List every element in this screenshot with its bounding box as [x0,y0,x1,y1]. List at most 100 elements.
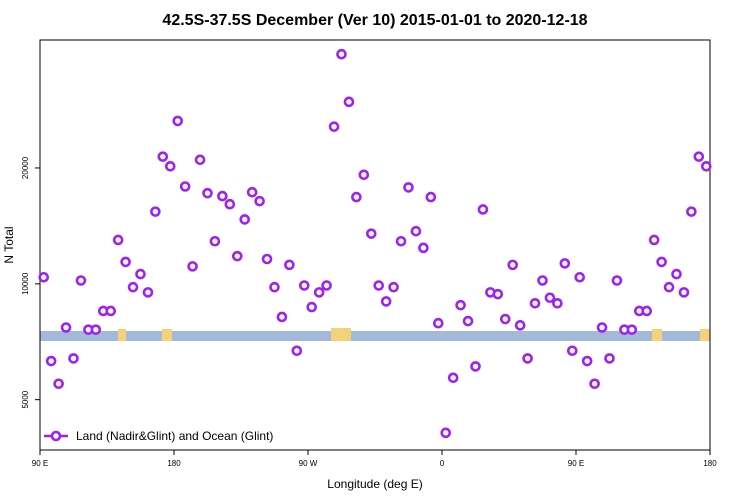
land-speck [331,328,351,341]
point [425,191,437,203]
point [105,305,117,317]
point [440,427,452,439]
point [596,322,608,333]
point [38,271,50,283]
point [120,256,131,268]
y-axis-label: N Total [2,226,16,263]
point [648,234,660,246]
x-tick-label: 0 [440,459,445,468]
point [239,214,251,225]
point [663,281,675,293]
point [700,160,712,172]
point [693,151,705,162]
point [373,280,385,291]
x-tick-label: 180 [167,459,181,468]
point [291,345,303,357]
point [336,48,347,60]
x-axis-label: Longitude (deg E) [327,477,422,491]
point [112,234,124,246]
point [447,372,459,384]
point [470,361,481,372]
point [269,281,280,293]
point [418,242,429,254]
point [559,258,571,269]
point [135,268,146,280]
point [380,296,392,307]
land-speck [118,329,126,341]
point [284,259,295,271]
point [276,311,288,323]
point [403,182,414,193]
point [224,198,236,210]
point [187,261,198,272]
point [537,275,548,286]
point [462,315,474,327]
point [678,287,690,298]
point [641,305,653,317]
point [150,206,161,217]
point [202,187,213,199]
point [45,355,57,367]
point [492,288,504,300]
point [499,313,511,325]
y-tick-label: 10000 [21,272,30,295]
point [626,324,638,335]
point [514,320,526,331]
y-tick-label: 20000 [21,156,30,179]
ocean-band [40,331,710,341]
point [522,353,533,364]
point [552,297,563,309]
point [656,256,667,268]
point [53,378,64,390]
point [60,322,72,333]
point [261,253,273,265]
point [455,299,466,311]
point [254,195,265,207]
point [209,235,221,247]
y-tick-label: 5000 [21,390,30,408]
point [358,169,370,181]
point [574,271,586,283]
point [529,297,541,309]
point [604,353,615,364]
point [410,225,422,237]
point [589,378,600,390]
point [351,191,362,203]
point [321,280,332,291]
land-speck [652,329,662,341]
point [388,281,399,293]
point [90,324,102,335]
point [313,287,325,298]
point [298,280,310,291]
x-tick-label: 180 [703,459,717,468]
point [246,186,258,198]
x-tick-label: 90 W [299,459,318,468]
land-speck [700,329,710,341]
point [432,317,444,329]
chart-title: 42.5S-37.5S December (Ver 10) 2015-01-01… [162,12,587,29]
x-tick-label: 90 E [32,459,48,468]
point [343,96,355,108]
point [671,268,682,280]
point [157,151,169,162]
point [127,281,139,293]
point [395,235,407,247]
point [328,121,340,132]
point [164,160,176,172]
legend-label: Land (Nadir&Glint) and Ocean (Glint) [76,429,273,443]
point [231,250,243,262]
plot-frame [39,39,711,451]
point [306,301,318,313]
point [179,181,191,192]
point [365,228,377,239]
point [544,292,556,304]
point [611,275,623,286]
point [217,190,228,202]
point [566,345,578,357]
point [581,355,593,367]
point [142,287,154,298]
x-tick-label: 90 E [568,459,584,468]
point [194,154,206,166]
point [75,275,87,286]
